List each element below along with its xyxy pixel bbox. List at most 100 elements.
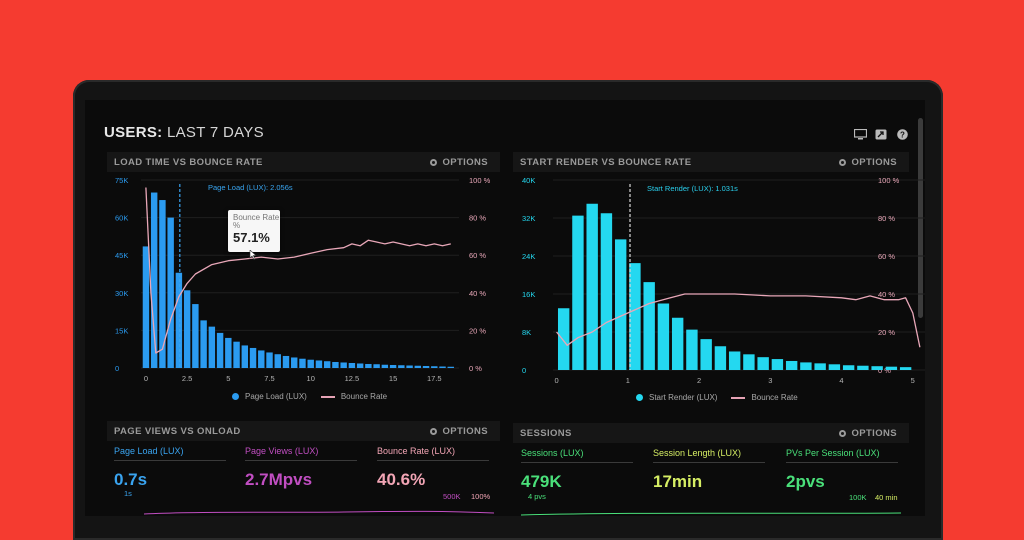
gear-icon — [839, 430, 847, 437]
panel-header-page-views: PAGE VIEWS VS ONLOAD OPTIONS — [107, 421, 500, 441]
options-label: OPTIONS — [851, 428, 897, 439]
x-tick-label: 4 — [839, 376, 843, 385]
gear-icon — [430, 428, 438, 435]
bar — [422, 365, 430, 368]
legend-swatch-page-load — [232, 393, 239, 400]
y-tick-label: 60K — [115, 214, 128, 223]
options-label: OPTIONS — [442, 426, 488, 437]
bar — [291, 357, 298, 368]
legend-swatch-start-render — [636, 394, 643, 401]
bar — [299, 358, 306, 368]
options-button-start-render[interactable]: OPTIONS — [839, 157, 897, 168]
sessions-sparkline-path — [520, 512, 902, 516]
x-tick-label: 2 — [697, 376, 701, 385]
page-title-range: LAST 7 DAYS — [162, 124, 264, 141]
svg-text:?: ? — [900, 131, 905, 140]
bar — [771, 359, 784, 370]
sessions-axis-right-2: 40 min — [875, 493, 898, 502]
metric-value: 40.6% — [377, 470, 426, 489]
metric-page-views: Page Views (LUX) 2.7Mpvs — [245, 446, 357, 490]
bar — [572, 215, 584, 370]
bar — [249, 347, 257, 368]
panel-header-start-render: START RENDER VS BOUNCE RATE OPTIONS — [513, 152, 909, 172]
metric-value: 2.7Mpvs — [245, 470, 313, 489]
metric-label: PVs Per Session (LUX) — [786, 448, 898, 463]
gear-icon — [430, 159, 438, 166]
legend-swatch-bounce-rate — [731, 396, 746, 399]
metric-value: 479K — [521, 472, 562, 491]
page-views-axis-left: 1s — [124, 489, 132, 498]
bar — [323, 361, 331, 368]
options-button-load-time[interactable]: OPTIONS — [430, 157, 488, 168]
x-tick-label: 7.5 — [264, 374, 274, 383]
bar — [208, 326, 216, 368]
y-tick-label: 16K — [522, 290, 535, 299]
y-tick-label: 30K — [115, 289, 128, 298]
bar — [700, 339, 712, 370]
metric-value: 2pvs — [786, 472, 825, 491]
y2-tick-label: 80 % — [878, 214, 895, 223]
metric-bounce-rate: Bounce Rate (LUX) 40.6% — [377, 446, 489, 490]
metric-label: Page Load (LUX) — [114, 446, 226, 461]
tooltip-value: 57.1% — [233, 230, 270, 245]
y2-tick-label: 60 % — [878, 252, 895, 261]
bar — [557, 308, 570, 370]
bar — [398, 365, 405, 368]
y2-tick-label: 20 % — [469, 326, 486, 335]
help-icon[interactable]: ? — [896, 127, 909, 140]
bar — [657, 303, 670, 370]
bar — [600, 213, 613, 370]
metric-label: Bounce Rate (LUX) — [377, 446, 489, 461]
panel-title-sessions: SESSIONS — [520, 428, 572, 439]
bar — [315, 360, 323, 368]
bar — [406, 365, 413, 368]
metric-value: 0.7s — [114, 470, 148, 489]
y2-tick-label: 60 % — [469, 251, 486, 260]
monitor-icon[interactable] — [853, 127, 868, 140]
bar — [757, 357, 769, 370]
bar — [743, 354, 755, 370]
bar — [167, 217, 174, 368]
bounce-rate-line — [145, 187, 451, 354]
bounce-rate-tooltip: Bounce Rate % 57.1% — [228, 210, 280, 252]
options-button-sessions[interactable]: OPTIONS — [839, 428, 897, 439]
legend-label-page-load: Page Load (LUX) — [245, 392, 307, 401]
bar — [282, 355, 290, 368]
bar — [871, 366, 883, 370]
page-title: USERS: LAST 7 DAYS — [104, 124, 264, 141]
sessions-axis-left: 4 pvs — [528, 492, 546, 501]
bar — [439, 366, 446, 368]
share-icon[interactable] — [875, 127, 888, 140]
mouse-cursor-icon — [249, 250, 257, 260]
y2-tick-label: 20 % — [878, 328, 895, 337]
legend-label-bounce-rate: Bounce Rate — [751, 393, 798, 402]
x-tick-label: 17.5 — [427, 374, 442, 383]
bar — [614, 239, 627, 370]
bar — [800, 362, 812, 370]
bar — [216, 332, 224, 368]
bar — [258, 350, 265, 368]
x-tick-label: 3 — [768, 376, 772, 385]
options-button-page-views[interactable]: OPTIONS — [430, 426, 488, 437]
panel-header-sessions: SESSIONS OPTIONS — [513, 423, 909, 443]
bar — [586, 203, 598, 370]
metric-session-length: Session Length (LUX) 17min — [653, 448, 765, 492]
bar — [225, 337, 232, 368]
y2-tick-label: 40 % — [469, 289, 486, 298]
bar — [142, 246, 150, 368]
y-tick-label: 15K — [115, 326, 128, 335]
legend-label-bounce-rate: Bounce Rate — [340, 392, 388, 401]
bar — [785, 360, 798, 370]
y-tick-label: 0 — [115, 364, 119, 373]
page-load-marker-label: Page Load (LUX): 2.056s — [208, 183, 293, 192]
bar — [629, 263, 641, 370]
x-tick-label: 1 — [626, 376, 630, 385]
legend-load-time: Page Load (LUX) Bounce Rate — [232, 392, 387, 401]
metric-label: Sessions (LUX) — [521, 448, 633, 463]
bar — [686, 329, 698, 370]
bar — [828, 364, 841, 370]
panel-title-load-time: LOAD TIME VS BOUNCE RATE — [114, 157, 263, 168]
bar — [373, 364, 380, 368]
panel-title-page-views: PAGE VIEWS VS ONLOAD — [114, 426, 241, 437]
